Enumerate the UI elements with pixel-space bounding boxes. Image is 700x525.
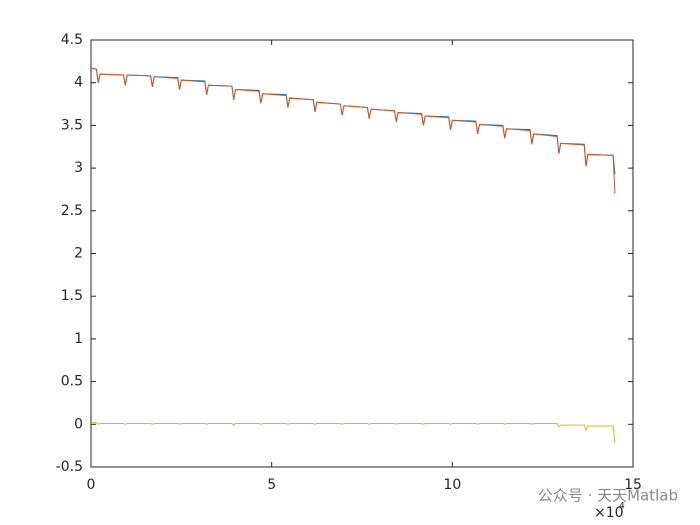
x-tick-label: 5 — [267, 477, 276, 493]
y-tick-label: 0 — [74, 416, 83, 432]
x-tick-label: 0 — [87, 477, 96, 493]
series-line — [91, 422, 616, 444]
y-tick-label: 4 — [74, 75, 83, 91]
y-tick-label: 1.5 — [61, 288, 83, 304]
y-tick-label: -0.5 — [56, 459, 83, 475]
y-tick-label: 3.5 — [61, 117, 83, 133]
x-tick-label: 15 — [624, 477, 642, 493]
y-tick-label: 2 — [74, 246, 83, 262]
series-line — [90, 67, 616, 194]
y-tick-label: 3 — [74, 160, 83, 176]
y-tick-label: 1 — [74, 331, 83, 347]
x-multiplier: ×10 — [594, 505, 624, 521]
watermark: 公众号 · 天天Matlab — [538, 487, 678, 505]
y-tick-label: 0.5 — [61, 374, 83, 390]
y-tick-label: 4.5 — [61, 32, 83, 48]
plot-box — [90, 39, 634, 468]
y-tick-label: 2.5 — [61, 203, 83, 219]
x-tick-label: 10 — [443, 477, 461, 493]
x-multiplier-exponent: 4 — [619, 502, 625, 512]
